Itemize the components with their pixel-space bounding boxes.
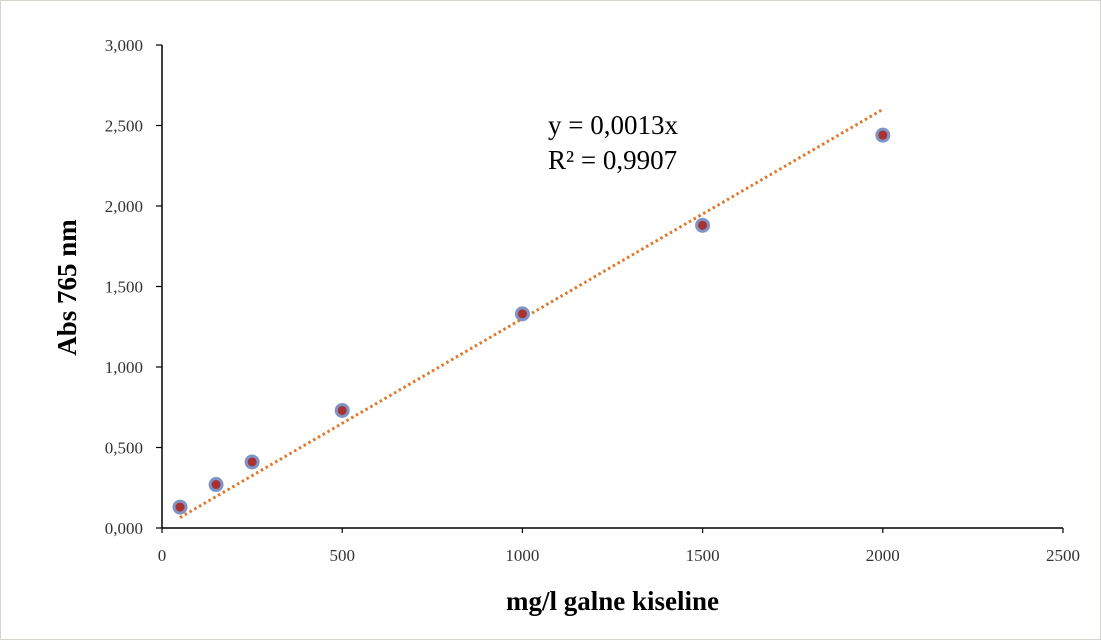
trendline [179,108,884,519]
y-axis-title: Abs 765 nm [52,219,82,356]
data-point [172,499,188,515]
y-tick-label: 2,000 [105,197,143,216]
data-point [334,402,350,418]
y-tick-label: 0,000 [105,519,143,538]
data-point [244,454,260,470]
y-tick-label: 0,500 [105,439,143,458]
data-point [695,217,711,233]
y-tick-label: 3,000 [105,36,143,55]
y-tick-label: 2,500 [105,117,143,136]
x-tick-label: 1000 [505,546,539,565]
x-tick-label: 500 [329,546,355,565]
x-tick-label: 1500 [686,546,720,565]
r-squared-label: R² = 0,9907 [548,145,677,175]
tick-labels: 0,000 0,500 1,000 1,500 2,000 2,500 3,000 0 500 1… [105,36,1080,565]
y-tick-label: 1,000 [105,358,143,377]
x-tick-label: 2000 [866,546,900,565]
data-point [875,127,891,143]
trendline-equation: y = 0,0013x [548,110,678,140]
data-point [208,477,224,493]
data-points [172,127,891,515]
data-point [514,306,530,322]
x-tick-label: 0 [158,546,167,565]
axes [156,44,1064,533]
y-tick-label: 1,500 [105,278,143,297]
trendline-group [179,108,884,519]
x-tick-label: 2500 [1046,546,1080,565]
x-axis-title: mg/l galne kiseline [506,586,719,616]
